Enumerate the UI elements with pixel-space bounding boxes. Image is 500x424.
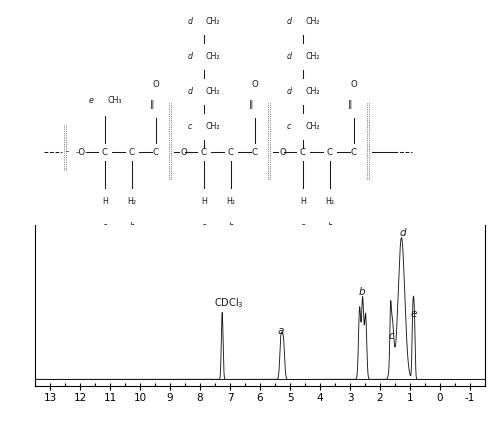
Text: e: e [410, 309, 417, 319]
Text: a: a [300, 222, 305, 231]
Text: CH₂: CH₂ [305, 17, 320, 26]
Text: d: d [286, 87, 292, 96]
Text: CH₂: CH₂ [305, 52, 320, 61]
Text: CH₃: CH₃ [107, 96, 122, 105]
Text: C: C [152, 148, 158, 156]
Text: O: O [152, 80, 159, 89]
Text: CH₂: CH₂ [305, 122, 320, 131]
Text: C: C [252, 148, 258, 156]
Text: a: a [102, 222, 107, 231]
Text: d: d [188, 87, 192, 96]
Text: ‖: ‖ [249, 100, 253, 109]
Text: d: d [188, 17, 192, 26]
Text: O: O [280, 148, 286, 156]
Text: C: C [350, 148, 356, 156]
Text: O: O [180, 148, 187, 156]
Text: d: d [399, 228, 406, 237]
Text: c: c [188, 122, 192, 131]
Text: ‖: ‖ [150, 100, 154, 109]
Text: a: a [202, 222, 206, 231]
Text: CH₂: CH₂ [206, 17, 220, 26]
Text: b: b [129, 222, 134, 231]
Text: a: a [278, 326, 284, 335]
Text: H₂: H₂ [226, 197, 235, 206]
Text: -O-: -O- [76, 148, 89, 156]
Text: CH₂: CH₂ [206, 87, 220, 96]
Text: C: C [129, 148, 135, 156]
Text: b: b [327, 222, 332, 231]
Text: d: d [286, 52, 292, 61]
Text: C: C [327, 148, 333, 156]
Text: CH₂: CH₂ [206, 122, 220, 131]
Text: C: C [228, 148, 234, 156]
Text: d: d [286, 17, 292, 26]
Text: ‖: ‖ [348, 100, 352, 109]
Text: H₂: H₂ [325, 197, 334, 206]
Text: b: b [228, 222, 233, 231]
Text: O: O [350, 80, 357, 89]
Text: O: O [251, 80, 258, 89]
Text: c: c [287, 122, 292, 131]
Text: H₂: H₂ [127, 197, 136, 206]
Text: C: C [102, 148, 108, 156]
Text: C: C [201, 148, 207, 156]
Text: H: H [102, 197, 108, 206]
Text: C: C [300, 148, 306, 156]
Text: d: d [188, 52, 192, 61]
Text: b: b [358, 287, 365, 297]
Text: e: e [88, 96, 94, 105]
Text: H: H [201, 197, 206, 206]
Text: -: - [66, 148, 68, 156]
Text: CH₂: CH₂ [305, 87, 320, 96]
Text: H: H [300, 197, 306, 206]
Text: c: c [388, 331, 394, 341]
Text: CH₂: CH₂ [206, 52, 220, 61]
Text: CDCl$_3$: CDCl$_3$ [214, 296, 243, 310]
